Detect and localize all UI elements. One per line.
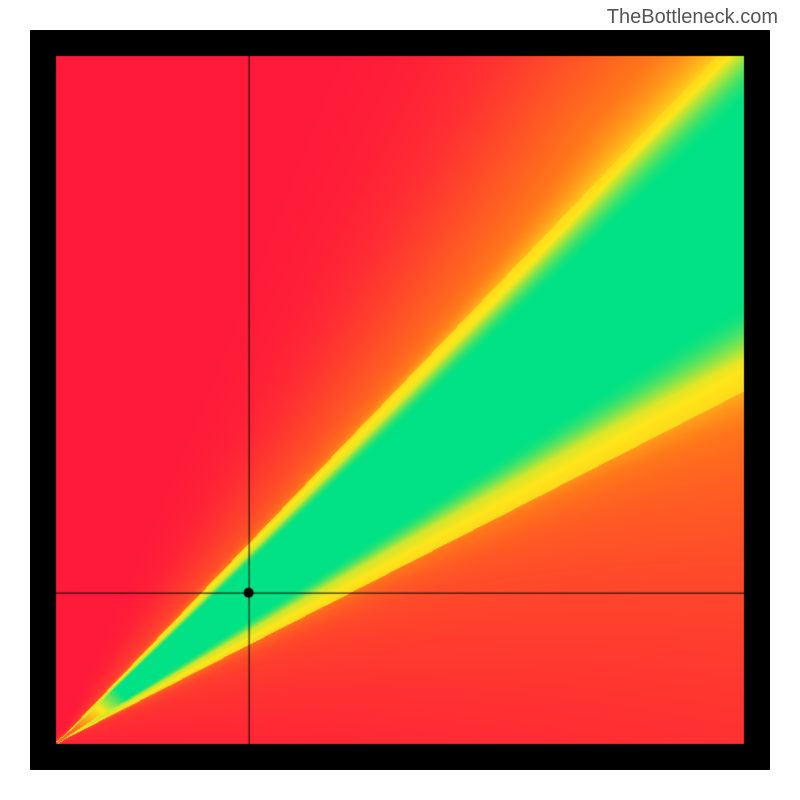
container: TheBottleneck.com — [0, 0, 800, 800]
plot-area — [30, 30, 770, 770]
watermark-text: TheBottleneck.com — [607, 6, 778, 29]
heatmap-canvas — [30, 30, 770, 770]
